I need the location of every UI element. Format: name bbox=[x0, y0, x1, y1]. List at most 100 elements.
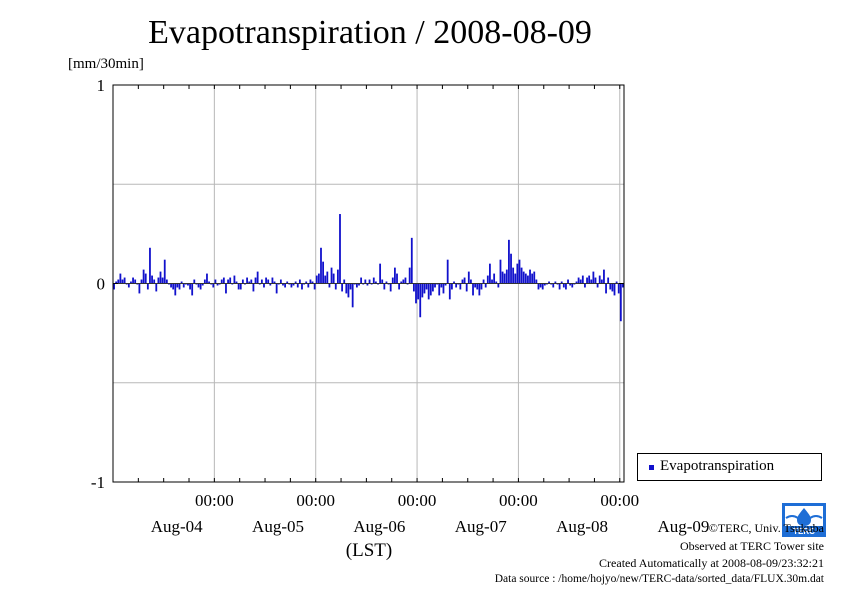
data-bar bbox=[315, 275, 318, 284]
data-bar bbox=[438, 283, 441, 296]
data-bar bbox=[220, 279, 223, 284]
data-bar bbox=[187, 283, 189, 286]
data-bar bbox=[201, 283, 204, 286]
data-bar bbox=[176, 283, 179, 288]
observed-site-text: Observed at TERC Tower site bbox=[679, 539, 824, 553]
data-bar bbox=[472, 283, 474, 296]
data-bar bbox=[170, 283, 172, 288]
data-bar bbox=[474, 283, 477, 288]
data-bar bbox=[121, 279, 124, 284]
data-bar bbox=[432, 283, 434, 292]
data-bar bbox=[548, 281, 550, 284]
data-bar bbox=[117, 279, 120, 284]
data-bar bbox=[385, 281, 388, 284]
data-bar bbox=[588, 275, 591, 284]
data-bar bbox=[415, 283, 417, 304]
x-date-label: Aug-09 bbox=[657, 517, 709, 536]
x-time-label: 00:00 bbox=[600, 491, 639, 510]
data-bar bbox=[609, 283, 612, 290]
data-bar bbox=[178, 283, 181, 290]
data-bar bbox=[501, 271, 504, 284]
copyright-text: ©TERC, Univ. Tsukuba bbox=[708, 521, 824, 535]
data-bar bbox=[296, 283, 299, 288]
data-bar bbox=[144, 273, 147, 284]
data-bar bbox=[455, 283, 458, 288]
data-bar bbox=[598, 275, 601, 284]
data-bar bbox=[607, 277, 610, 284]
data-bar bbox=[250, 279, 253, 284]
data-bar bbox=[615, 281, 618, 284]
data-bar bbox=[138, 283, 141, 294]
data-bar bbox=[311, 281, 314, 284]
data-bar bbox=[351, 283, 354, 308]
data-bar bbox=[208, 281, 210, 284]
data-bar bbox=[149, 247, 151, 284]
data-bar bbox=[216, 283, 219, 286]
data-bar bbox=[248, 281, 251, 284]
data-bar bbox=[197, 283, 200, 288]
data-bar bbox=[531, 273, 534, 284]
data-bar bbox=[263, 283, 265, 288]
created-timestamp-text: Created Automatically at 2008-08-09/23:3… bbox=[599, 556, 824, 570]
chart-legend: Evapotranspiration bbox=[637, 453, 822, 481]
data-bar bbox=[611, 283, 614, 292]
data-bar bbox=[254, 277, 257, 284]
data-bar bbox=[434, 283, 436, 288]
data-bar bbox=[271, 277, 274, 284]
data-bar bbox=[539, 283, 542, 288]
data-bar bbox=[484, 283, 487, 288]
data-bar bbox=[567, 279, 569, 284]
data-bar bbox=[537, 283, 540, 290]
data-bar bbox=[379, 263, 382, 284]
data-bar bbox=[541, 283, 544, 290]
data-bar bbox=[339, 214, 341, 284]
data-bar bbox=[155, 283, 158, 292]
data-bar bbox=[459, 283, 462, 290]
data-bar bbox=[235, 281, 238, 284]
data-bar bbox=[398, 283, 401, 290]
data-bar bbox=[374, 281, 377, 284]
data-bar bbox=[269, 283, 272, 286]
x-axis-label: (LST) bbox=[346, 540, 392, 561]
data-bar bbox=[227, 279, 229, 284]
data-bar bbox=[113, 283, 115, 290]
data-source-text: Data source : /home/hojyo/new/TERC-data/… bbox=[494, 573, 824, 585]
data-bar bbox=[603, 269, 605, 284]
data-bar bbox=[417, 283, 420, 300]
data-bar bbox=[275, 283, 278, 294]
data-bar bbox=[345, 283, 348, 294]
data-bar bbox=[279, 279, 282, 284]
data-bar bbox=[389, 283, 392, 292]
data-bar bbox=[153, 279, 156, 284]
data-bar bbox=[364, 279, 367, 284]
data-bar bbox=[495, 281, 498, 284]
data-bar bbox=[298, 279, 301, 284]
data-bar bbox=[535, 279, 538, 284]
data-bar bbox=[174, 283, 177, 296]
terc-logo-icon: TERC bbox=[782, 503, 826, 537]
data-bar bbox=[355, 283, 358, 288]
data-bar bbox=[400, 281, 403, 284]
data-bar bbox=[619, 283, 622, 322]
data-bar bbox=[307, 283, 310, 288]
data-bar bbox=[294, 281, 297, 284]
data-bar bbox=[480, 283, 483, 290]
data-bar bbox=[241, 279, 244, 284]
data-bar bbox=[214, 279, 217, 284]
x-time-label: 00:00 bbox=[499, 491, 538, 510]
data-bar bbox=[533, 271, 536, 284]
data-bar bbox=[410, 237, 413, 284]
data-bar bbox=[423, 283, 426, 294]
x-date-label: Aug-05 bbox=[252, 517, 304, 536]
data-bar bbox=[503, 273, 506, 284]
data-bar bbox=[581, 275, 584, 284]
data-bar bbox=[182, 283, 185, 288]
data-bar bbox=[320, 247, 322, 284]
data-bar bbox=[260, 279, 263, 284]
data-bar bbox=[575, 281, 578, 284]
data-bar bbox=[233, 275, 236, 284]
data-bar bbox=[265, 277, 267, 284]
data-bar bbox=[290, 283, 293, 288]
x-date-label: Aug-07 bbox=[455, 517, 507, 536]
data-bar bbox=[448, 283, 451, 300]
